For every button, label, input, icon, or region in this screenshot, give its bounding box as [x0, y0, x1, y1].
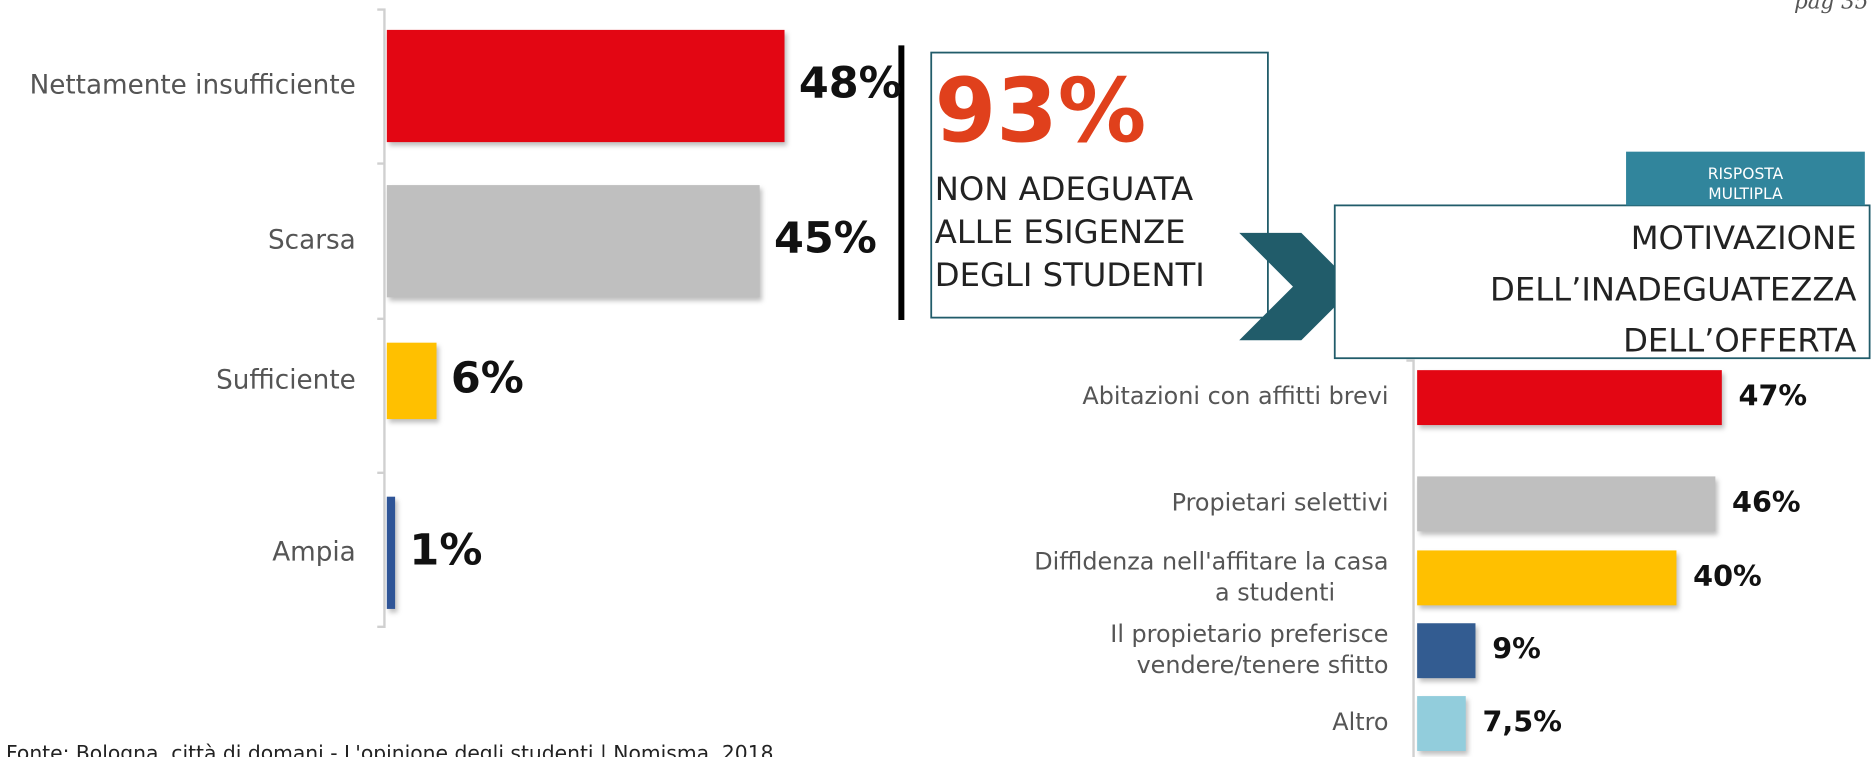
category-label: Nettamente insufficiente	[30, 71, 356, 101]
headline-line: DEGLI STUDENTI	[935, 256, 1205, 294]
category-label: Il propietario preferisce vendere/tenere …	[1110, 620, 1388, 679]
axis-bracket	[377, 8, 386, 629]
bar	[386, 185, 760, 298]
category-label: Abitazioni con affitti brevi	[1082, 382, 1388, 410]
category-label: Scarsa	[268, 226, 356, 256]
panel-title: DELL’INADEGUATEZZA	[1490, 270, 1856, 308]
value-label: 9%	[1492, 632, 1541, 666]
value-label: 1%	[409, 525, 482, 575]
bar	[386, 29, 785, 143]
page-label: pag 35	[1794, 0, 1868, 14]
category-label: Sufficiente	[216, 365, 356, 395]
value-label: 7,5%	[1482, 705, 1561, 739]
value-label: 45%	[774, 214, 877, 264]
axis-bracket	[1406, 359, 1415, 757]
panel-title: MOTIVAZIONE	[1631, 219, 1857, 257]
panel-box	[1333, 204, 1871, 360]
value-label: 40%	[1693, 559, 1762, 593]
category-label: Ampia	[272, 537, 356, 567]
category-label: Diffldenza nell'affitare la casa a studen…	[1034, 547, 1388, 606]
headline-line: NON ADEGUATA	[935, 170, 1193, 208]
bar	[1417, 623, 1476, 679]
value-label: 46%	[1732, 485, 1801, 519]
value-label: 47%	[1739, 379, 1808, 413]
bar	[386, 496, 396, 609]
badge	[1626, 151, 1865, 206]
bar	[1417, 476, 1716, 532]
bar	[1417, 370, 1722, 426]
bar	[1417, 696, 1466, 751]
badge-text: RISPOSTA	[1708, 165, 1784, 183]
chevron	[1239, 232, 1356, 341]
value-label: 48%	[799, 59, 902, 109]
badge-text: MULTIPLA	[1708, 185, 1783, 203]
bar	[1417, 550, 1677, 606]
category-label: Altro	[1332, 708, 1388, 736]
source: Fonte: Bologna, città di domani - L'opin…	[6, 741, 774, 757]
headline-line: ALLE ESIGENZE	[935, 213, 1186, 251]
headline-box	[930, 51, 1269, 319]
panel-title: DELL’OFFERTA	[1623, 322, 1856, 360]
value-label: 6%	[451, 353, 524, 403]
category-label: Propietari selettivi	[1172, 488, 1389, 516]
bar	[386, 342, 437, 420]
headline-value: 93%	[935, 59, 1146, 162]
